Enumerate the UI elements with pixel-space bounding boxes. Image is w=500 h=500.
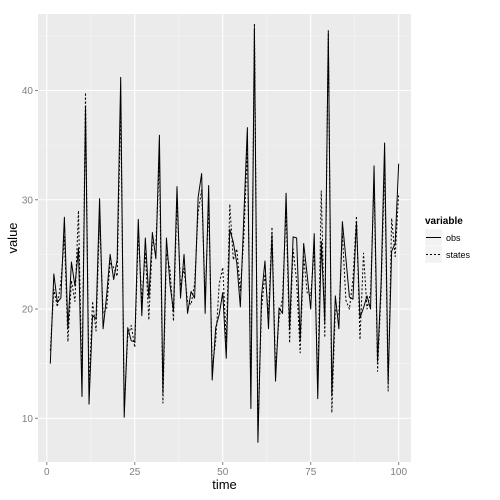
x-tick-label: 100 [390,467,407,478]
legend-label-obs: obs [446,233,461,243]
x-tick-label: 25 [129,467,141,478]
legend-title: variable [425,216,463,227]
x-tick-label: 50 [217,467,229,478]
y-axis-title: value [5,222,20,253]
y-tick-label: 10 [22,414,34,425]
legend: variable obs states [424,216,471,264]
series-lines [49,23,400,443]
x-tick-label: 0 [44,467,50,478]
y-tick-label: 30 [22,195,34,206]
series-line-states [49,23,400,433]
y-tick-label: 20 [22,305,34,316]
y-tick-label: 40 [22,86,34,97]
legend-label-states: states [446,250,471,260]
legend-key-states [424,245,443,264]
x-axis-title: time [212,477,237,492]
axis-ticks: 0 25 50 75 100 10 20 30 40 [22,86,408,478]
x-tick-label: 75 [305,467,317,478]
